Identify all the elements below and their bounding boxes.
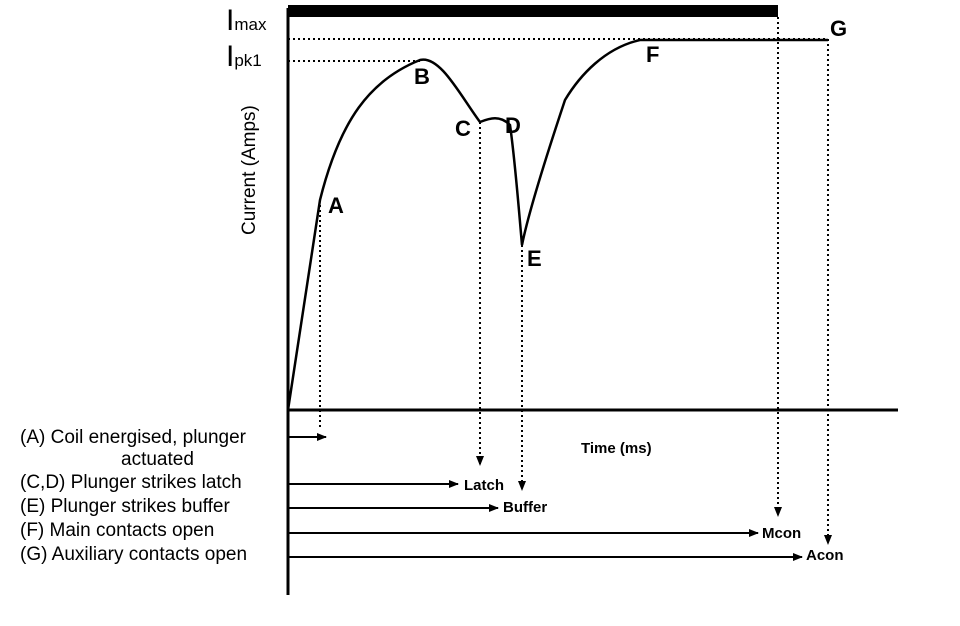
legend-cd: (C,D) Plunger strikes latch [20,472,242,493]
latch-label: Latch [464,477,504,494]
imax-bar [288,5,778,17]
imax-label: Imax [226,4,267,37]
ipk1-label: Ipk1 [226,40,262,73]
point-a-label: A [328,193,344,218]
point-g-label: G [830,16,847,41]
point-e-label: E [527,246,542,271]
point-b-label: B [414,64,430,89]
legend-e: (E) Plunger strikes buffer [20,496,230,517]
current-curve [286,38,828,411]
mcon-label: Mcon [762,525,801,542]
legend-f: (F) Main contacts open [20,520,214,541]
y-axis-label: Current (Amps) [239,105,260,235]
legend-a-line2: actuated [121,449,194,470]
legend-g: (G) Auxiliary contacts open [20,544,247,565]
x-axis-label: Time (ms) [581,440,652,457]
point-f-label: F [646,42,659,67]
buffer-label: Buffer [503,499,547,516]
point-d-label: D [505,113,521,138]
legend-a-line1: (A) Coil energised, plunger [20,427,247,448]
point-c-label: C [455,116,471,141]
acon-label: Acon [806,547,844,564]
